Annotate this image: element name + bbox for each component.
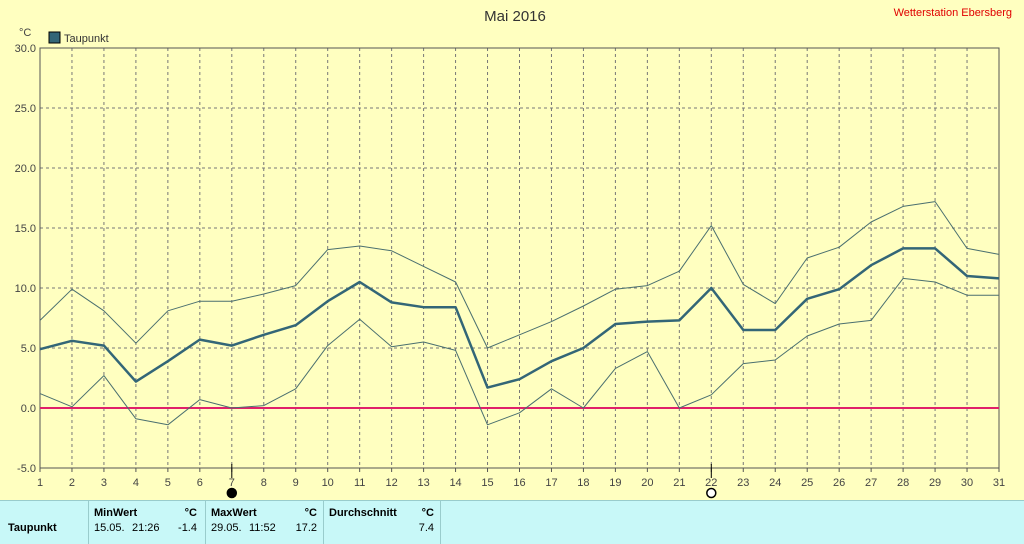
stats-row-label: Taupunkt	[8, 522, 57, 534]
y-tick-label: 0.0	[21, 403, 36, 415]
max-unit: °C	[304, 507, 317, 519]
x-tick-label: 22	[705, 477, 717, 489]
y-tick-label: 15.0	[15, 223, 36, 235]
new-moon-icon	[226, 487, 238, 499]
max-time: 11:52	[249, 522, 276, 534]
x-tick-label: 13	[417, 477, 429, 489]
y-tick-label: 30.0	[15, 43, 36, 55]
chart-title: Mai 2016	[484, 8, 546, 25]
max-value: 17.2	[295, 522, 317, 534]
avg-value: 7.4	[418, 522, 434, 534]
x-tick-label: 9	[293, 477, 299, 489]
x-tick-label: 12	[386, 477, 398, 489]
x-tick-label: 31	[993, 477, 1005, 489]
x-tick-label: 20	[641, 477, 653, 489]
max-header: MaxWert	[211, 507, 257, 519]
stats-panel: Taupunkt MinWert °C 15.05. 21:26 -1.4 Ma…	[0, 500, 1024, 544]
min-unit: °C	[184, 507, 197, 519]
x-tick-label: 26	[833, 477, 845, 489]
y-tick-label: 10.0	[15, 283, 36, 295]
full-moon-icon	[706, 487, 717, 499]
y-tick-label: 5.0	[21, 343, 36, 355]
x-tick-label: 25	[801, 477, 813, 489]
legend-swatch	[48, 31, 61, 44]
x-tick-label: 14	[449, 477, 461, 489]
x-tick-label: 18	[577, 477, 589, 489]
min-value: -1.4	[178, 522, 197, 534]
max-date: 29.05.	[211, 522, 242, 534]
x-tick-label: 17	[545, 477, 557, 489]
avg-header: Durchschnitt	[329, 507, 397, 519]
x-tick-label: 28	[897, 477, 909, 489]
min-time: 21:26	[132, 522, 160, 534]
x-tick-label: 3	[101, 477, 107, 489]
x-tick-label: 1	[37, 477, 43, 489]
y-tick-label: -5.0	[17, 463, 36, 475]
x-tick-label: 11	[354, 477, 365, 489]
x-tick-label: 30	[961, 477, 973, 489]
x-tick-label: 6	[197, 477, 203, 489]
taupunkt-series-line	[39, 247, 1000, 389]
x-tick-label: 27	[865, 477, 877, 489]
x-tick-label: 21	[673, 477, 685, 489]
x-tick-label: 24	[769, 477, 781, 489]
max-series-line	[39, 201, 1000, 349]
y-tick-label: 20.0	[15, 163, 36, 175]
y-unit-label: °C	[19, 27, 31, 39]
x-tick-label: 8	[261, 477, 267, 489]
x-tick-label: 7	[229, 477, 235, 489]
x-tick-label: 19	[609, 477, 621, 489]
x-tick-label: 29	[929, 477, 941, 489]
x-tick-label: 10	[322, 477, 334, 489]
x-tick-label: 2	[69, 477, 75, 489]
min-header: MinWert	[94, 507, 138, 519]
min-date: 15.05.	[94, 522, 125, 534]
x-tick-label: 15	[481, 477, 493, 489]
y-tick-label: 25.0	[15, 103, 36, 115]
x-tick-label: 5	[165, 477, 171, 489]
chart: Mai 2016 Wetterstation Ebersberg °C Taup…	[15, 7, 1012, 499]
station-name: Wetterstation Ebersberg	[894, 7, 1012, 19]
x-tick-label: 16	[513, 477, 525, 489]
avg-unit: °C	[421, 507, 434, 519]
x-tick-label: 23	[737, 477, 749, 489]
min-series-line	[39, 277, 999, 426]
legend-label: Taupunkt	[64, 33, 109, 45]
x-tick-label: 4	[133, 477, 139, 489]
